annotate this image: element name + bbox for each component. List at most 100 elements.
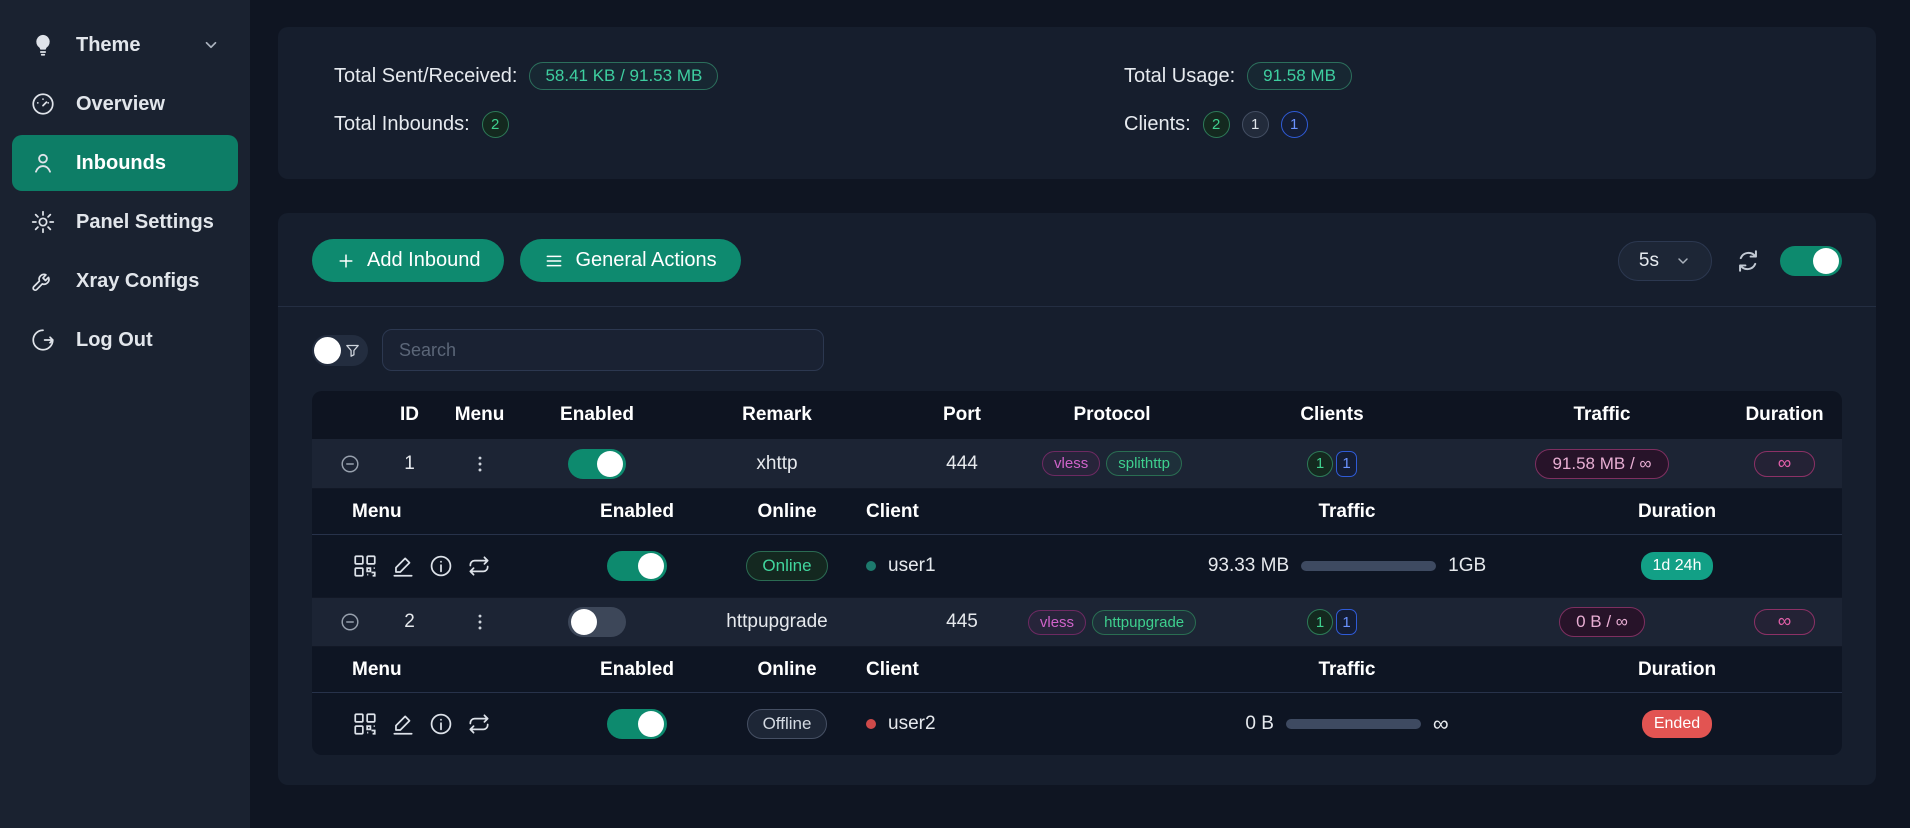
- row-menu-icon[interactable]: [432, 453, 527, 475]
- stat-sent-received: Total Sent/Received: 58.41 KB / 91.53 MB: [334, 59, 1124, 93]
- stats-card: Total Sent/Received: 58.41 KB / 91.53 MB…: [278, 27, 1876, 179]
- edit-icon[interactable]: [390, 553, 416, 579]
- sidebar-item-logout[interactable]: Log Out: [12, 312, 238, 368]
- client-enabled-toggle[interactable]: [607, 709, 667, 739]
- col-client: Client: [866, 500, 919, 522]
- inbound-remark: httpupgrade: [726, 611, 828, 632]
- sidebar-item-theme[interactable]: Theme: [12, 17, 238, 73]
- total-inbounds-badge: 2: [481, 110, 509, 138]
- sidebar-item-panel-settings[interactable]: Panel Settings: [12, 194, 238, 250]
- funnel-icon: [344, 342, 361, 359]
- client-name: user2: [888, 713, 936, 734]
- online-status-badge: Online: [746, 551, 828, 581]
- client-status-dot: [866, 719, 876, 729]
- refresh-icon[interactable]: [1734, 247, 1762, 275]
- table-header: ID Menu Enabled Remark Port Protocol Cli…: [312, 391, 1842, 439]
- client-enabled-toggle[interactable]: [607, 551, 667, 581]
- total-usage-badge: 91.58 MB: [1247, 62, 1352, 90]
- search-input[interactable]: [382, 329, 824, 371]
- sidebar-item-label: Overview: [76, 92, 165, 115]
- sidebar-item-overview[interactable]: Overview: [12, 76, 238, 132]
- protocol-tag: vless: [1027, 609, 1087, 635]
- info-icon[interactable]: [428, 711, 454, 737]
- clients-online-badge: 1: [1280, 110, 1308, 138]
- protocol-tag: vless: [1042, 451, 1101, 476]
- inbounds-card: Add Inbound General Actions 5s: [278, 213, 1876, 785]
- client-row: Offline user2 0 B ∞ Ended: [312, 693, 1842, 755]
- traffic-progress-bar: [1301, 561, 1437, 571]
- client-count-green: 1: [1307, 450, 1333, 477]
- inbound-port: 445: [946, 611, 978, 632]
- col-enabled: Enabled: [600, 658, 674, 680]
- edit-icon[interactable]: [390, 711, 416, 737]
- row-menu-icon[interactable]: [432, 611, 527, 633]
- sidebar-item-xray-configs[interactable]: Xray Configs: [12, 253, 238, 309]
- client-status-dot: [866, 561, 876, 571]
- client-duration-badge: 1d 24h: [1640, 552, 1714, 580]
- sidebar-item-label: Theme: [76, 33, 141, 56]
- reset-traffic-icon[interactable]: [466, 553, 492, 579]
- traffic-progress-bar: [1285, 719, 1421, 729]
- logout-icon: [30, 327, 56, 353]
- col-menu: Menu: [352, 658, 402, 680]
- traffic-used: 93.33 MB: [1207, 555, 1290, 576]
- qr-code-icon[interactable]: [352, 711, 378, 737]
- inbound-enabled-toggle[interactable]: [568, 607, 626, 637]
- inbound-row: 1 xhttp 444 vless splithttp 1 1 91.58 MB…: [312, 439, 1842, 489]
- stat-total-usage: Total Usage: 91.58 MB: [1124, 59, 1352, 93]
- stat-label: Clients:: [1124, 112, 1191, 135]
- client-table-header: Menu Enabled Online Client Traffic Durat…: [312, 647, 1842, 693]
- client-row: Online user1 93.33 MB 1GB 1d 24h: [312, 535, 1842, 597]
- col-duration: Duration: [1637, 500, 1717, 522]
- reset-traffic-icon[interactable]: [466, 711, 492, 737]
- col-port: Port: [943, 404, 981, 425]
- client-table-header: Menu Enabled Online Client Traffic Durat…: [312, 489, 1842, 535]
- sidebar: Theme Overview Inbounds Panel Settings: [0, 0, 250, 828]
- col-traffic: Traffic: [1318, 500, 1376, 522]
- transport-tag: splithttp: [1106, 451, 1182, 476]
- general-actions-button[interactable]: General Actions: [520, 239, 741, 282]
- divider: [278, 306, 1876, 307]
- col-enabled: Enabled: [600, 500, 674, 522]
- duration-badge: ∞: [1753, 450, 1816, 477]
- sidebar-item-inbounds[interactable]: Inbounds: [12, 135, 238, 191]
- bulb-icon: [30, 32, 56, 58]
- traffic-quota: 1GB: [1448, 555, 1487, 576]
- qr-code-icon[interactable]: [352, 553, 378, 579]
- col-client: Client: [866, 658, 919, 680]
- auto-refresh-toggle[interactable]: [1780, 245, 1842, 276]
- inbound-row: 2 httpupgrade 445 vless httpupgrade 1 1 …: [312, 597, 1842, 647]
- col-remark: Remark: [742, 404, 812, 425]
- sidebar-item-label: Panel Settings: [76, 210, 214, 233]
- inbounds-table: ID Menu Enabled Remark Port Protocol Cli…: [312, 391, 1842, 755]
- col-clients: Clients: [1300, 404, 1364, 425]
- stat-label: Total Usage:: [1124, 64, 1236, 87]
- inbound-id: 2: [404, 611, 415, 632]
- inbound-port: 444: [946, 452, 978, 474]
- plus-icon: [336, 251, 356, 271]
- inbound-enabled-toggle[interactable]: [568, 448, 626, 479]
- chevron-down-icon: [1675, 253, 1691, 269]
- traffic-used: 0 B: [1245, 713, 1274, 734]
- stat-label: Total Sent/Received:: [334, 64, 518, 87]
- wrench-icon: [30, 268, 56, 294]
- col-online: Online: [757, 658, 817, 680]
- client-duration-badge: Ended: [1641, 710, 1713, 738]
- client-section: Menu Enabled Online Client Traffic Durat…: [312, 647, 1842, 755]
- collapse-icon[interactable]: [312, 611, 387, 633]
- col-menu: Menu: [454, 404, 505, 425]
- search-row: [312, 329, 1842, 371]
- stat-label: Total Inbounds:: [334, 112, 470, 135]
- client-count-blue: 1: [1336, 450, 1357, 477]
- filter-toggle[interactable]: [312, 334, 368, 366]
- add-inbound-button[interactable]: Add Inbound: [312, 239, 505, 282]
- hamburger-icon: [544, 251, 564, 271]
- clients-deactive-badge: 1: [1241, 110, 1269, 138]
- info-icon[interactable]: [428, 553, 454, 579]
- refresh-interval-select[interactable]: 5s: [1617, 240, 1712, 281]
- collapse-icon[interactable]: [312, 453, 387, 475]
- col-online: Online: [757, 500, 817, 522]
- online-status-badge: Offline: [746, 709, 828, 739]
- stats-left-column: Total Sent/Received: 58.41 KB / 91.53 MB…: [334, 59, 1124, 155]
- client-count-blue: 1: [1336, 609, 1357, 635]
